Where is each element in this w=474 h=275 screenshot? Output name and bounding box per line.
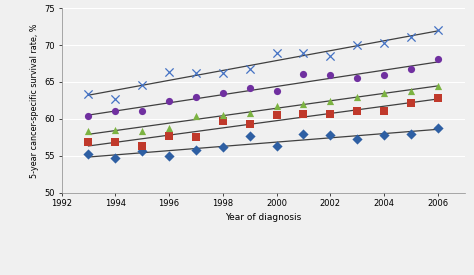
Point (353, 109, 361, 114)
Point (192, 148, 200, 153)
Point (434, 28, 441, 32)
Point (327, 99, 334, 103)
Point (327, 112, 334, 117)
Point (327, 73, 334, 78)
Point (85, 129, 92, 134)
Point (192, 135, 200, 139)
Point (111, 97, 119, 101)
Point (165, 69, 173, 74)
Point (85, 140, 92, 145)
Point (111, 109, 119, 114)
Point (434, 83, 441, 88)
Point (219, 145, 227, 149)
Point (165, 134, 173, 139)
Point (246, 134, 254, 138)
Point (273, 51, 280, 55)
Point (246, 86, 254, 90)
Point (273, 103, 280, 108)
Point (219, 113, 227, 117)
Point (165, 126, 173, 131)
Point (85, 114, 92, 118)
Point (111, 128, 119, 132)
Point (273, 144, 280, 148)
X-axis label: Year of diagnosis: Year of diagnosis (225, 213, 301, 222)
Point (192, 95, 200, 100)
Point (192, 114, 200, 118)
Point (246, 122, 254, 126)
Point (407, 67, 415, 71)
Point (165, 154, 173, 159)
Point (246, 111, 254, 115)
Point (192, 71, 200, 75)
Point (380, 133, 388, 137)
Point (85, 92, 92, 97)
Point (273, 89, 280, 93)
Y-axis label: 5-year cancer-specific survival rate, %: 5-year cancer-specific survival rate, % (30, 23, 39, 178)
Point (219, 119, 227, 123)
Point (380, 41, 388, 45)
Point (111, 139, 119, 144)
Point (434, 57, 441, 61)
Point (353, 76, 361, 81)
Point (434, 126, 441, 131)
Point (300, 102, 307, 106)
Point (380, 109, 388, 113)
Point (300, 51, 307, 55)
Point (300, 111, 307, 116)
Point (407, 35, 415, 39)
Point (380, 73, 388, 78)
Point (327, 54, 334, 58)
Point (407, 89, 415, 93)
Point (273, 113, 280, 117)
Point (300, 72, 307, 76)
Point (85, 152, 92, 156)
Point (380, 91, 388, 95)
Point (138, 83, 146, 87)
Point (138, 109, 146, 114)
Point (111, 156, 119, 160)
Point (165, 99, 173, 103)
Point (138, 149, 146, 153)
Point (407, 132, 415, 136)
Point (353, 95, 361, 100)
Point (219, 91, 227, 95)
Point (246, 67, 254, 72)
Point (434, 96, 441, 100)
Point (300, 132, 307, 136)
Point (138, 128, 146, 133)
Point (219, 71, 227, 75)
Point (327, 133, 334, 137)
Point (138, 144, 146, 148)
Point (407, 100, 415, 105)
Point (353, 136, 361, 141)
Point (353, 43, 361, 47)
